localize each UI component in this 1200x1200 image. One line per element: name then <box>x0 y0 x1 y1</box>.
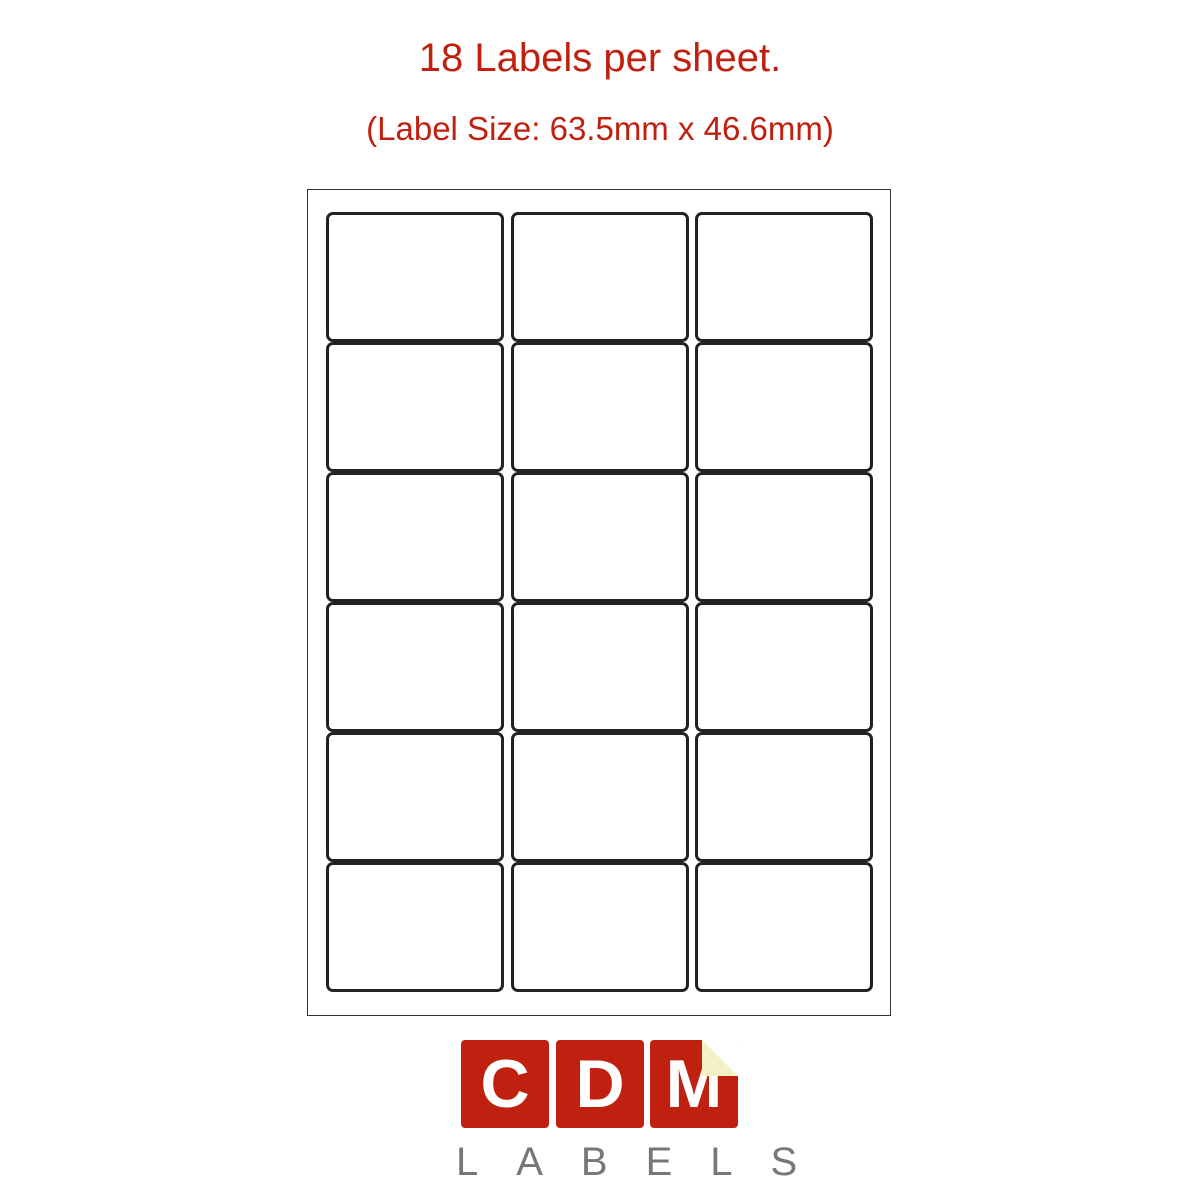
label-size-subtitle: (Label Size: 63.5mm x 46.6mm) <box>366 110 834 147</box>
label-cell <box>326 212 504 342</box>
label-cell <box>326 472 504 602</box>
peel-corner-icon <box>702 1040 738 1076</box>
label-cell <box>326 342 504 472</box>
label-cell <box>511 212 689 342</box>
label-cell <box>695 342 873 472</box>
label-cell <box>511 732 689 862</box>
label-sheet <box>307 189 891 1016</box>
page-title: 18 Labels per sheet. <box>418 36 782 80</box>
label-cell <box>695 602 873 732</box>
logo-tile-d: D <box>556 1040 644 1128</box>
label-cell <box>511 472 689 602</box>
logo-wordmark: LABELS <box>456 1140 836 1184</box>
label-cell <box>511 862 689 992</box>
label-cell <box>695 732 873 862</box>
label-cell <box>695 212 873 342</box>
logo-tile-m: M <box>650 1040 738 1128</box>
label-cell <box>511 342 689 472</box>
label-cell <box>511 602 689 732</box>
logo-tile-c: C <box>461 1040 549 1128</box>
label-cell <box>695 472 873 602</box>
label-cell <box>695 862 873 992</box>
label-cell <box>326 602 504 732</box>
label-cell <box>326 732 504 862</box>
label-cell <box>326 862 504 992</box>
